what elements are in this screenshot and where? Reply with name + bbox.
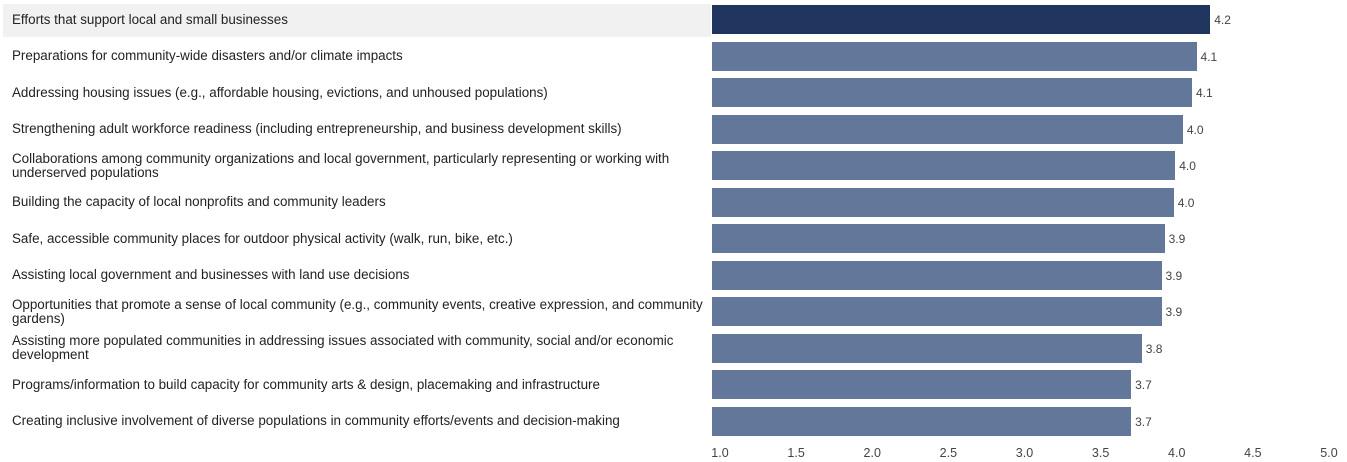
category-label: Addressing housing issues (e.g., afforda…	[12, 84, 548, 100]
category-label: Efforts that support local and small bus…	[12, 11, 288, 27]
value-label: 3.7	[1135, 378, 1152, 392]
category-label: Programs/information to build capacity f…	[12, 376, 600, 392]
value-label: 3.7	[1135, 414, 1152, 429]
category-label: Safe, accessible community places for ou…	[12, 230, 513, 246]
value-label: 3.9	[1165, 268, 1183, 283]
bar	[712, 78, 1192, 107]
category-label: Opportunities that promote a sense of lo…	[12, 296, 703, 326]
highlight-row-background	[3, 4, 711, 37]
x-tick-label: 1.0	[711, 446, 729, 460]
category-label: Strengthening adult workforce readiness …	[12, 121, 622, 136]
x-tick-label: 3.0	[1015, 446, 1034, 460]
bar	[712, 260, 1162, 290]
x-tick-label: 1.5	[787, 446, 805, 460]
x-tick-label: 3.5	[1091, 446, 1110, 460]
value-label: 3.8	[1145, 341, 1163, 356]
value-label: 3.9	[1168, 232, 1186, 246]
x-tick-label: 4.5	[1244, 446, 1262, 460]
category-label: Building the capacity of local nonprofit…	[12, 194, 386, 209]
category-label: Assisting more populated communities in …	[12, 333, 674, 362]
category-label: Collaborations among community organizat…	[12, 150, 670, 180]
x-tick-label: 2.5	[939, 446, 958, 460]
bar	[712, 224, 1165, 253]
value-label: 4.0	[1177, 195, 1195, 210]
x-tick-label: 5.0	[1320, 446, 1338, 460]
x-tick-label: 2.0	[863, 446, 881, 460]
bar	[712, 370, 1132, 399]
category-label: Preparations for community-wide disaster…	[12, 48, 403, 63]
bar	[712, 406, 1132, 436]
value-label: 4.1	[1200, 49, 1218, 64]
value-label: 4.1	[1195, 86, 1213, 100]
value-label: 3.9	[1165, 305, 1183, 319]
category-label: Assisting local government and businesse…	[12, 267, 410, 282]
bar	[712, 151, 1176, 180]
bar	[712, 114, 1183, 144]
bar	[712, 41, 1197, 71]
category-label: Creating inclusive involvement of divers…	[12, 413, 620, 428]
value-label: 4.2	[1214, 13, 1231, 27]
bar	[712, 187, 1174, 217]
value-label: 4.0	[1179, 159, 1196, 173]
value-label: 4.0	[1186, 122, 1204, 137]
bar	[712, 333, 1142, 363]
bar	[712, 5, 1211, 34]
bar	[712, 297, 1162, 326]
x-tick-label: 4.0	[1168, 446, 1186, 460]
